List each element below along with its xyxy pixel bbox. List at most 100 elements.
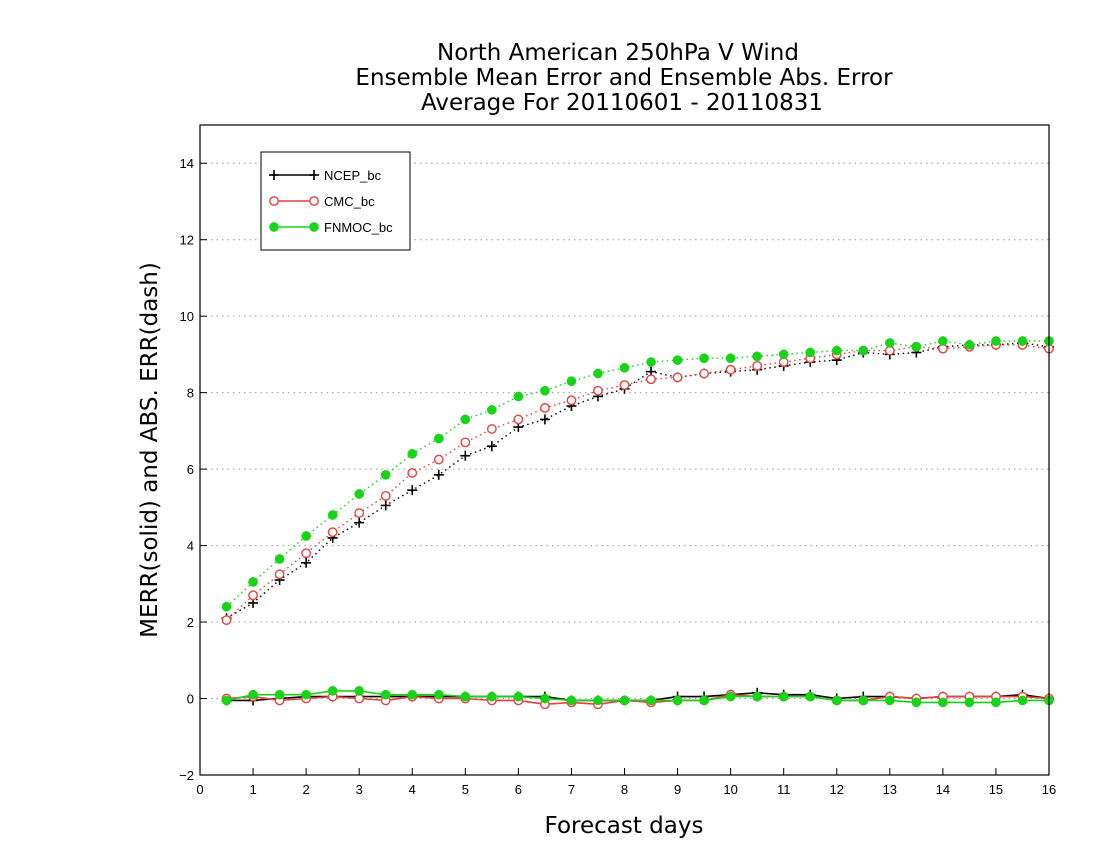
x-tick-label: 14 [936,782,950,797]
mean-err-point [301,689,311,700]
abs-err-point [513,414,524,425]
mean-err-line [226,691,1050,702]
abs-err-point [991,336,1001,346]
legend-label: CMC_bc [324,194,375,209]
mean-err-point [938,697,948,708]
abs-err-point [938,336,948,346]
mean-err-point [884,695,895,706]
abs-err-point [884,338,895,348]
y-tick-label: 10 [180,309,194,324]
abs-err-point [274,554,285,564]
abs-err-point [354,517,365,528]
abs-err-point [460,450,471,461]
abs-err-point [539,414,550,425]
mean-err-point [274,689,285,700]
abs-err-point [831,345,842,356]
mean-err-point [566,695,577,706]
abs-err-line [226,344,1050,621]
gridlines [200,162,1049,776]
x-axis: 0 1 2 3 4 5 6 7 8 9 10 11 12 13 14 15 16 [196,768,1056,797]
legend-marker [269,170,279,180]
abs-err-point [699,368,709,379]
x-tick-label: 16 [1042,782,1056,797]
abs-err-point [433,433,444,444]
abs-err-point [380,500,391,511]
y-tick-label: 2 [187,615,194,630]
legend-marker [269,222,279,232]
abs-err-point [646,357,656,367]
abs-err-line [226,340,1049,608]
y-tick-label: 12 [180,233,194,248]
mean-err-point [460,691,471,702]
mean-err-point [221,695,232,706]
x-tick-label: 12 [830,782,844,797]
abs-err-point [407,485,418,496]
legend-item: CMC_bc [269,194,375,209]
title-line-3: Average For 20110601 - 20110831 [421,90,823,116]
mean-err-point [805,691,816,702]
mean-err-point [486,691,497,702]
abs-err-point [274,569,285,580]
abs-err-point [911,341,922,352]
abs-err-point [752,351,763,362]
y-axis: −2 0 2 4 6 8 10 12 14 [179,156,207,783]
abs-err-point [540,403,550,413]
x-tick-label: 5 [462,782,469,797]
mean-err-point [699,695,709,706]
abs-err-point [725,353,736,364]
abs-err-point [486,405,497,415]
mean-err-point [593,695,603,706]
legend-marker [309,196,319,206]
y-tick-label: 6 [187,462,194,477]
series-FNMOC_bc [221,336,1054,708]
abs-err-point [486,441,497,452]
mean-err-point [991,697,1001,708]
legend: NCEP_bc CMC_bc FNMOC_bc [260,151,411,251]
mean-err-point [619,695,630,706]
abs-err-point [380,470,391,480]
x-tick-label: 9 [674,782,681,797]
x-tick-label: 2 [303,782,310,797]
abs-err-point [964,340,975,350]
mean-err-point [831,695,842,706]
abs-err-point [513,391,524,402]
abs-err-point [327,527,338,538]
mean-err-point [380,689,391,700]
y-axis-label: MERR(solid) and ABS. ERR(dash) [137,262,163,638]
mean-err-point [778,691,789,702]
abs-err-point [646,374,656,385]
abs-err-point [725,364,736,375]
abs-err-point [593,368,603,379]
x-axis-label: Forecast days [545,813,704,839]
mean-err-point [725,691,736,702]
x-tick-label: 11 [777,782,791,797]
x-tick-label: 15 [989,782,1003,797]
abs-err-point [672,355,683,365]
mean-err-point [672,695,683,706]
abs-err-point [1017,336,1028,346]
abs-err-point [593,385,603,396]
mean-err-point [248,689,258,700]
abs-err-point [221,615,232,626]
x-tick-label: 6 [515,782,522,797]
y-tick-label: 14 [180,156,194,171]
series-CMC_bc [221,339,1054,710]
y-tick-label: 4 [187,539,194,554]
abs-err-point [540,385,550,396]
abs-err-point [672,372,683,383]
abs-err-point [619,362,630,373]
mean-err-point [858,695,869,706]
mean-err-point [513,691,524,702]
abs-err-point [566,395,577,406]
legend-label: FNMOC_bc [324,220,393,235]
abs-err-point [433,469,444,480]
legend-item: NCEP_bc [269,168,382,183]
mean-err-point [433,689,444,700]
abs-err-point [433,454,444,465]
x-tick-label: 7 [568,782,575,797]
abs-err-point [407,448,418,459]
abs-err-point [327,510,338,520]
abs-err-point [805,347,816,358]
mean-err-point [964,697,975,708]
